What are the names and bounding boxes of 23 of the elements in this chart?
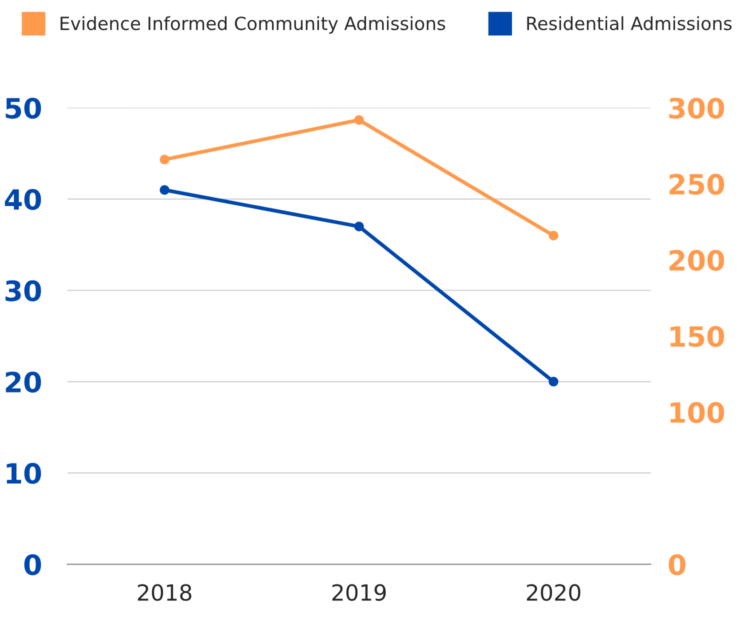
point [160,185,170,195]
y-tick-label: 50 [6,98,41,119]
y-tick-label: 30 [6,280,41,302]
point [548,230,558,240]
y-tick-label: 0 [24,554,41,576]
y-tick-label: 10 [6,462,41,484]
point [354,115,364,125]
x-tick-label: 2020 [526,584,580,601]
point [160,154,170,164]
y2-tick-label: 300 [669,98,724,119]
x-tick-label: 2018 [138,584,192,601]
y-tick-label: 20 [6,372,41,393]
y2-tick-label: 150 [670,326,724,347]
y2-tick-label: 200 [670,250,724,271]
legend-label: Evidence Informed Community Admissions [60,16,446,34]
y2-tick-label: 0 [668,554,686,576]
y-tick-label: 40 [4,189,41,210]
point [548,376,558,387]
y2-tick-label: 250 [670,174,724,195]
legend-label: Residential Admissions [527,16,732,30]
y2-tick-label: 100 [670,402,724,424]
point [354,222,364,232]
x-tick-label: 2019 [332,584,386,601]
